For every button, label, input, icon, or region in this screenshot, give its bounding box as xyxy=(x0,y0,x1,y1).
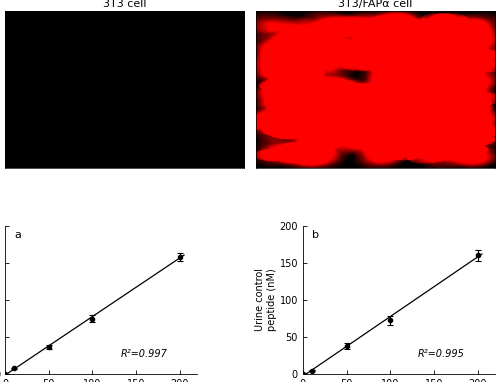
Text: R²=0.997: R²=0.997 xyxy=(120,350,167,359)
Text: a: a xyxy=(14,230,21,240)
Title: 3T3 cell: 3T3 cell xyxy=(103,0,146,9)
Title: 3T3/FAPα cell: 3T3/FAPα cell xyxy=(338,0,412,9)
Y-axis label: Urine control
peptide (nM): Urine control peptide (nM) xyxy=(255,269,276,332)
Text: R²=0.995: R²=0.995 xyxy=(418,350,465,359)
Text: b: b xyxy=(312,230,320,240)
